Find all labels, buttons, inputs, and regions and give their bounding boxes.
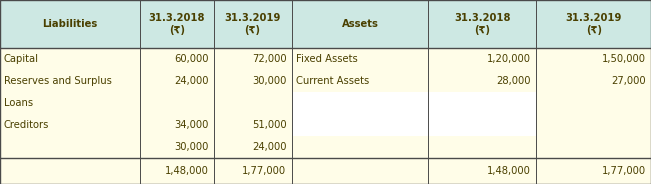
Text: 34,000: 34,000 — [174, 120, 208, 130]
Bar — [292, 92, 428, 114]
Text: 30,000: 30,000 — [252, 76, 286, 86]
Text: Assets: Assets — [342, 19, 378, 29]
Bar — [536, 70, 651, 92]
Bar — [140, 92, 214, 114]
Bar — [536, 136, 651, 158]
Text: 27,000: 27,000 — [611, 76, 646, 86]
Bar — [214, 114, 292, 136]
Bar — [0, 70, 140, 92]
Bar — [428, 92, 536, 114]
Text: 1,48,000: 1,48,000 — [488, 166, 531, 176]
Text: Current Assets: Current Assets — [296, 76, 369, 86]
Bar — [140, 136, 214, 158]
Text: Reserves and Surplus: Reserves and Surplus — [4, 76, 112, 86]
Bar — [0, 114, 140, 136]
Text: 1,20,000: 1,20,000 — [487, 54, 531, 64]
Bar — [536, 114, 651, 136]
Bar — [428, 70, 536, 92]
Text: 1,48,000: 1,48,000 — [165, 166, 208, 176]
Bar — [428, 136, 536, 158]
Bar — [140, 70, 214, 92]
Bar — [536, 48, 651, 70]
Bar — [292, 48, 428, 70]
Text: 1,50,000: 1,50,000 — [602, 54, 646, 64]
Text: 1,77,000: 1,77,000 — [602, 166, 646, 176]
Bar — [214, 92, 292, 114]
Text: 60,000: 60,000 — [174, 54, 208, 64]
Text: 31.3.2019
(₹): 31.3.2019 (₹) — [225, 13, 281, 35]
Text: 31.3.2018
(₹): 31.3.2018 (₹) — [148, 13, 205, 35]
Bar — [0, 136, 140, 158]
Bar — [214, 70, 292, 92]
Bar — [292, 70, 428, 92]
Text: 31.3.2018
(₹): 31.3.2018 (₹) — [454, 13, 510, 35]
Bar — [140, 48, 214, 70]
Text: Loans: Loans — [4, 98, 33, 108]
Bar — [0, 0, 651, 48]
Bar — [0, 158, 651, 184]
Bar — [0, 92, 140, 114]
Bar — [292, 136, 428, 158]
Text: Creditors: Creditors — [4, 120, 49, 130]
Bar — [0, 48, 140, 70]
Text: 72,000: 72,000 — [252, 54, 286, 64]
Text: 31.3.2019
(₹): 31.3.2019 (₹) — [566, 13, 622, 35]
Bar — [214, 48, 292, 70]
Text: Liabilities: Liabilities — [42, 19, 98, 29]
Bar — [214, 136, 292, 158]
Text: 30,000: 30,000 — [174, 142, 208, 152]
Bar — [536, 92, 651, 114]
Text: Fixed Assets: Fixed Assets — [296, 54, 357, 64]
Bar — [292, 114, 428, 136]
Text: 1,77,000: 1,77,000 — [242, 166, 286, 176]
Bar — [140, 114, 214, 136]
Text: 28,000: 28,000 — [497, 76, 531, 86]
Text: Capital: Capital — [4, 54, 39, 64]
Bar — [428, 48, 536, 70]
Bar — [428, 114, 536, 136]
Text: 24,000: 24,000 — [174, 76, 208, 86]
Text: 24,000: 24,000 — [252, 142, 286, 152]
Text: 51,000: 51,000 — [252, 120, 286, 130]
